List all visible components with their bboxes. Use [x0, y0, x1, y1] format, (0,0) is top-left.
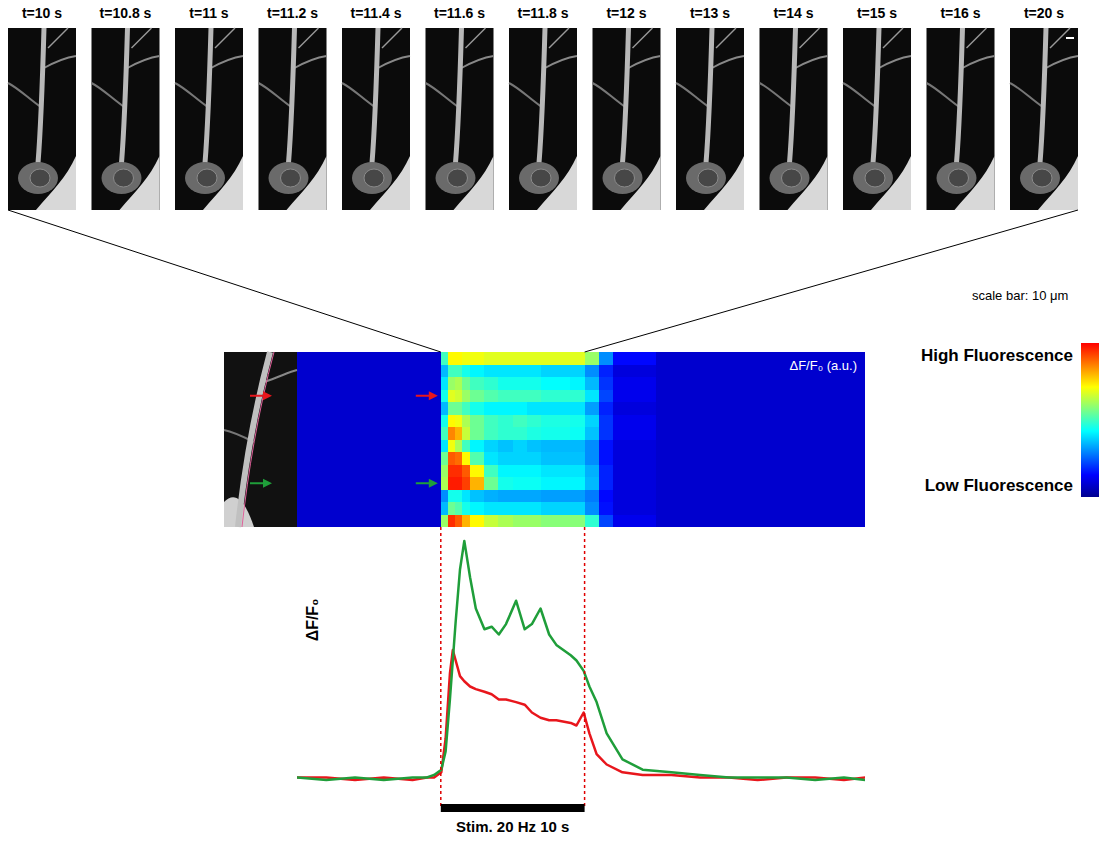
svg-text:t=20 s: t=20 s: [1024, 5, 1064, 21]
svg-text:Stim. 20 Hz 10 s: Stim. 20 Hz 10 s: [456, 818, 569, 835]
svg-text:t=11.8 s: t=11.8 s: [518, 5, 569, 21]
svg-text:t=11.2 s: t=11.2 s: [267, 5, 318, 21]
svg-text:t=11 s: t=11 s: [189, 5, 229, 21]
svg-text:High Fluorescence: High Fluorescence: [921, 346, 1073, 365]
svg-text:t=10.8 s: t=10.8 s: [100, 5, 152, 21]
svg-text:t=12 s: t=12 s: [606, 5, 646, 21]
svg-text:t=14 s: t=14 s: [773, 5, 813, 21]
svg-text:ΔF/F₀ (a.u.): ΔF/F₀ (a.u.): [789, 358, 857, 373]
svg-text:Low Fluorescence: Low Fluorescence: [925, 476, 1073, 495]
svg-text:ΔF/F₀: ΔF/F₀: [304, 599, 321, 642]
svg-text:t=15 s: t=15 s: [857, 5, 897, 21]
svg-text:t=11.4 s: t=11.4 s: [351, 5, 402, 21]
svg-text:t=13 s: t=13 s: [690, 5, 730, 21]
svg-text:t=16 s: t=16 s: [940, 5, 980, 21]
svg-text:t=11.6 s: t=11.6 s: [434, 5, 485, 21]
svg-text:scale bar: 10 μm: scale bar: 10 μm: [972, 288, 1068, 303]
svg-text:t=10 s: t=10 s: [22, 5, 62, 21]
